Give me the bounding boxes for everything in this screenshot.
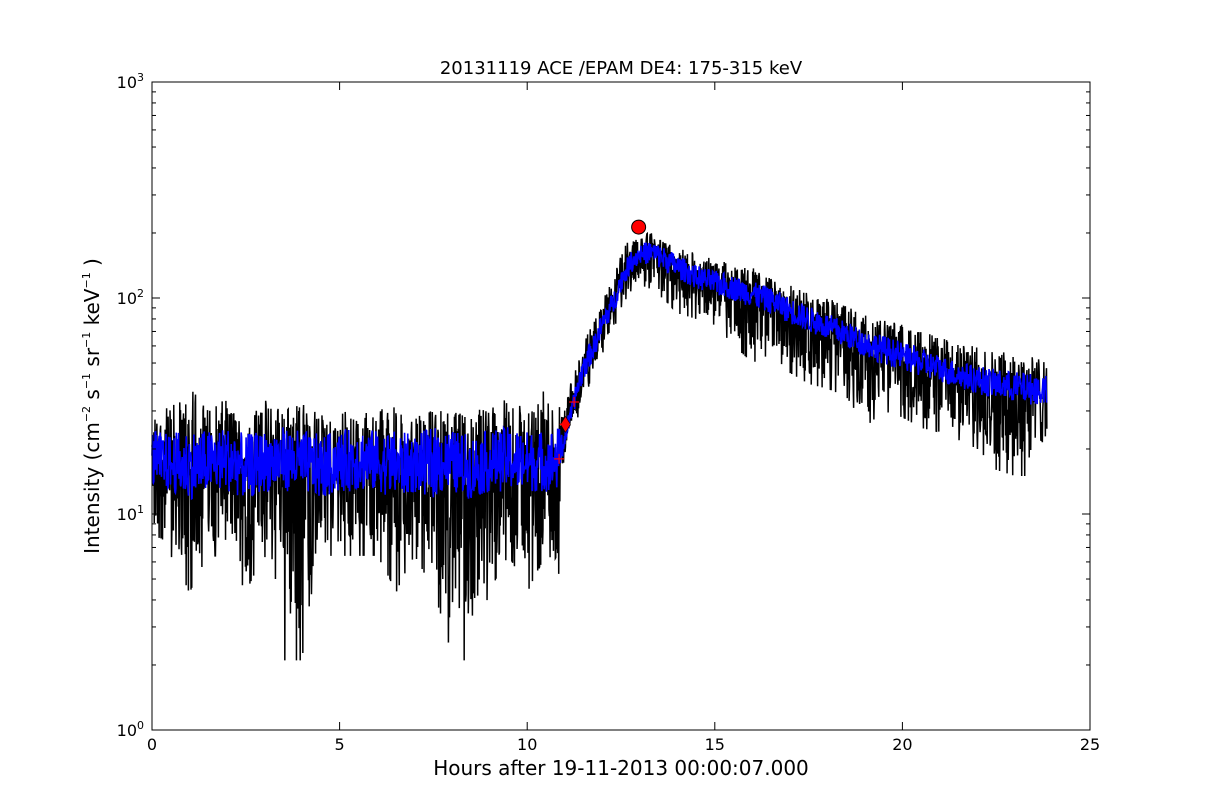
plus-marker	[559, 419, 570, 430]
y-axis-label: Intensity (cm−2 s−1 sr−1 keV−1 )	[80, 258, 104, 554]
y-axis-ticks: 100 101 102 103	[117, 71, 1090, 740]
y-tick-label: 102	[117, 287, 144, 308]
plus-marker	[569, 397, 580, 408]
y-tick-label: 101	[117, 503, 144, 524]
x-tick-label: 20	[892, 735, 912, 754]
marker-layer	[554, 219, 647, 464]
plus-marker	[554, 453, 565, 464]
x-tick-label: 15	[705, 735, 725, 754]
y-tick-label: 103	[117, 71, 144, 92]
smoothed-series-line	[151, 242, 1048, 501]
peak-marker	[631, 219, 647, 235]
x-tick-label: 10	[517, 735, 537, 754]
x-axis-ticks: 0 5 10 15 20 25	[147, 82, 1100, 754]
chart-title: 20131119 ACE /EPAM DE4: 175-315 keV	[440, 58, 803, 79]
series-layer	[151, 231, 1048, 661]
x-tick-label: 25	[1080, 735, 1100, 754]
x-tick-label: 5	[335, 735, 345, 754]
plot-frame	[151, 81, 1091, 731]
x-tick-label: 0	[147, 735, 157, 754]
x-axis-label: Hours after 19-11-2013 00:00:07.000	[433, 756, 809, 780]
y-tick-label: 100	[117, 719, 144, 740]
